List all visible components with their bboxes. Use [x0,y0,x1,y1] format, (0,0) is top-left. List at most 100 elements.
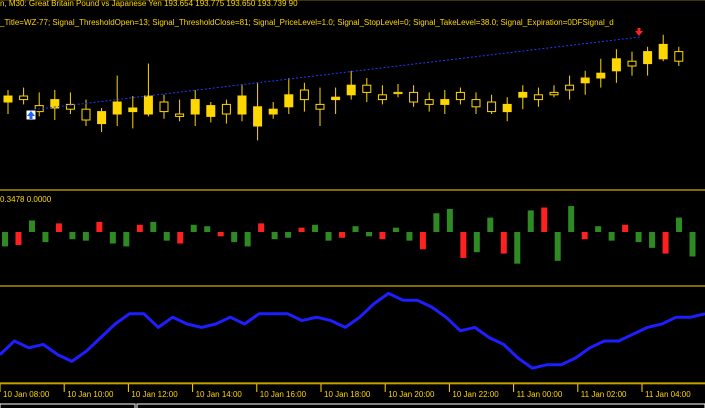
time-axis-label: 10 Jan 16:00 [259,390,307,399]
candle-body [50,99,60,109]
candle-body [19,95,29,101]
time-axis [0,384,643,392]
histogram-bar [42,232,49,243]
candle-body [487,101,497,113]
histogram-bar [595,226,602,232]
histogram-bar [190,224,197,232]
histogram-bar [217,232,224,237]
histogram-bar [271,232,278,240]
buy-arrow-icon [27,111,35,119]
histogram-bar [258,223,265,232]
histogram-bar [298,227,305,232]
histogram-bar [406,232,413,241]
candle-body [393,91,403,95]
histogram-series [2,206,696,264]
candle-body [362,84,372,93]
histogram-bar [527,210,534,232]
histogram-bar [15,232,22,245]
candle-body [643,51,653,65]
histogram-bar [554,232,561,261]
histogram-bar [676,217,683,232]
candle-body [65,103,75,110]
scroll-region-right [136,403,705,408]
candle-body [440,99,450,105]
candle-body [455,91,465,101]
histogram-bar [325,232,332,241]
candle-body [3,95,13,103]
histogram-bar [231,232,238,243]
histogram-bar [541,207,548,232]
candle-body [143,95,153,115]
histogram-bar [285,232,292,238]
candle-body [658,43,668,60]
chart-title-line: n, M30: Great Britain Pound vs Japanese … [0,0,298,8]
histogram-bar [446,208,453,232]
histogram-bar [177,232,184,244]
time-axis-label: 10 Jan 14:00 [195,390,242,399]
histogram-bar [365,232,372,237]
histogram-bar [392,227,399,232]
histogram-bar [352,226,359,232]
histogram-bar [123,232,130,247]
candle-body [471,99,481,108]
candle-body [674,51,684,62]
histogram-bar [339,232,346,238]
candle-body [268,108,278,115]
candle-body [128,107,138,113]
candle-body [409,91,419,103]
candle-body [112,101,122,115]
time-axis-label: 11 Jan 00:00 [516,390,563,399]
candle-body [518,91,528,98]
candle-body [81,108,91,121]
histogram-bar [2,232,8,247]
time-axis-label: 10 Jan 12:00 [131,390,178,399]
candle-body [190,99,200,115]
candle-body [315,103,325,110]
candlestick-series [3,34,684,141]
histogram-bar [204,226,211,232]
histogram-bar [635,232,642,243]
scroll-region-left [0,403,136,408]
candle-body [611,58,621,72]
candle-body [97,111,107,125]
time-axis-label: 10 Jan 10:00 [67,390,114,399]
time-axis-label: 10 Jan 18:00 [324,390,371,399]
time-axis-label: 10 Jan 22:00 [452,390,499,399]
candle-body [206,105,216,117]
histogram-bar [500,232,507,254]
histogram-bar [244,232,251,247]
candle-body [331,96,341,101]
time-axis-label: 11 Jan 04:00 [645,390,691,399]
histogram-bar [622,224,629,232]
indicator-line-series [0,291,705,370]
candle-body [502,103,512,113]
histogram-bar [662,232,669,254]
candle-body [565,84,575,91]
expert-parameters-line: _Title=WZ-77; Signal_ThresholdOpen=13; S… [0,18,614,27]
candle-body [221,103,231,115]
candle-body [533,94,543,101]
sell-arrow-icon [635,28,643,36]
candle-body [424,99,434,105]
candle-body [237,95,247,115]
histogram-bar [419,232,426,250]
histogram-bar [150,221,157,232]
histogram-bar [109,232,116,244]
histogram-bar [69,232,76,240]
candle-body [596,72,606,79]
time-axis-label: 10 Jan 20:00 [388,390,435,399]
histogram-bar [96,221,103,232]
candle-body [627,60,637,67]
histogram-bar [433,213,440,232]
histogram-bar [312,224,319,232]
histogram-bar [82,232,89,241]
histogram-bar [473,232,480,253]
histogram-bar [136,224,143,232]
histogram-bar [568,206,575,232]
signal-arrows [25,28,643,121]
candle-body [253,106,263,127]
time-axis-label: 10 Jan 08:00 [3,390,50,399]
